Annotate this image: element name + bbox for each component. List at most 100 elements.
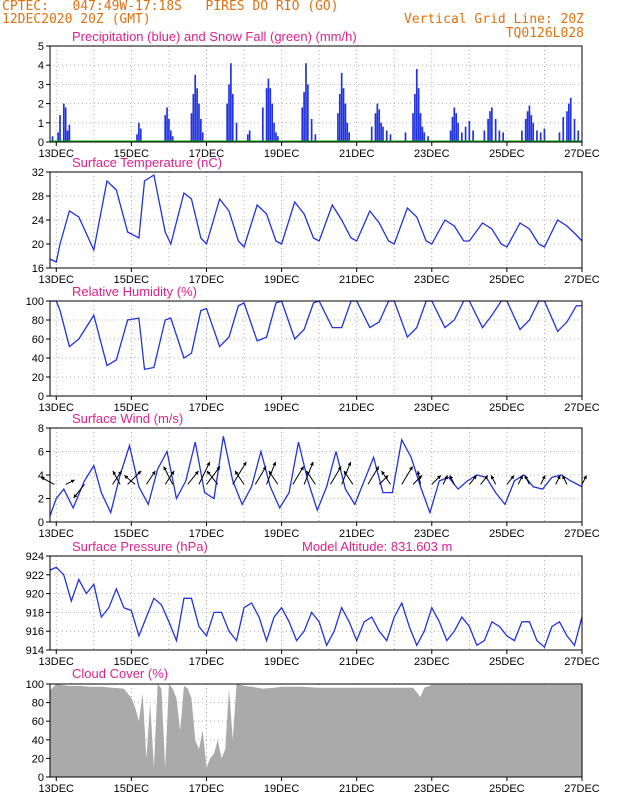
temperature-xtick-label: 21DEC [339,274,375,286]
wind-vector-head [381,470,386,475]
precip-bar [303,92,305,142]
precip-bar [168,118,170,142]
precip-bar [472,130,474,142]
cloud-xtick-label: 21DEC [339,783,375,795]
pressure-ytick-label: 920 [26,589,44,601]
pressure-line [49,566,583,649]
pressure-xtick-label: 15DEC [114,656,150,668]
precip-bar [524,118,527,142]
precip-bar [201,132,204,142]
temperature-line [49,173,583,263]
wind-vector-head [118,470,122,475]
precip-title: Precipitation (blue) and Snow Fall (gree… [72,29,357,44]
humidity-ytick-label: 20 [32,372,44,384]
temperature-xtick-label: 27DEC [564,274,600,286]
precip-bar [138,122,140,142]
pressure-title: Surface Pressure (hPa) [72,539,208,554]
precip-bar [136,134,138,142]
humidity-xtick-label: 25DEC [489,402,525,414]
precip-bar [337,113,339,142]
precip-bar [171,136,174,142]
precip-bar [62,103,65,142]
cloud-ytick-label: 20 [32,753,44,765]
temperature-title: Surface Temperature (nC) [72,155,222,170]
precip-panel: Precipitation (blue) and Snow Fall (gree… [38,29,600,160]
precip-bar [566,111,568,142]
wind-vector-head [272,461,277,466]
precip-bar [530,115,533,142]
precip-bar [502,132,504,142]
humidity-line [49,300,582,371]
precip-bar [310,118,313,142]
cloud-xtick-label: 23DEC [414,783,450,795]
precip-bar [455,113,458,142]
precip-ytick-label: 2 [38,99,44,111]
precip-bar [415,69,418,142]
precip-bar [417,88,420,142]
humidity-panel: Relative Humidity (%) 0 20 40 60 80 100 13DEC 15… [26,284,600,414]
precip-ytick-label: 5 [38,41,44,53]
precip-bar [248,130,251,142]
precip-bar [464,126,467,142]
pressure-xtick-label: 27DEC [564,656,600,668]
humidity-xtick-label: 19DEC [264,402,300,414]
precip-bar [346,122,349,142]
precip-bar [166,107,168,142]
wind-vector-head [375,466,379,471]
precip-ytick-label: 1 [38,118,44,130]
temperature-ytick-label: 24 [32,215,44,227]
precip-bar [451,117,454,142]
cloud-xtick-label: 17DEC [189,783,225,795]
pressure-xtick-label: 19DEC [264,656,300,668]
wind-vector-head [484,475,488,480]
wind-title: Surface Wind (m/s) [72,411,183,426]
cloud-xtick-label: 15DEC [114,783,150,795]
wind-vector-head [409,466,413,471]
wind-vector-head [163,466,167,471]
precip-bar [370,126,373,142]
wind-vector-head [124,475,129,480]
precip-bar [562,117,565,142]
precip-bar [374,113,377,142]
precip-bar [521,130,523,142]
precip-bar [261,107,264,142]
precip-bar [498,130,501,142]
cloud-ytick-label: 60 [32,716,44,728]
humidity-xtick-label: 21DEC [339,402,375,414]
wind-xtick-label: 13DEC [39,528,75,540]
wind-line [49,436,583,517]
precip-bar [196,88,198,142]
precip-bar [573,118,576,142]
wind-vector-head [268,470,273,475]
wind-vector-head [343,470,348,475]
wind-vector-head [556,475,561,480]
humidity-xtick-label: 27DEC [564,402,600,414]
wind-vector-head [170,470,175,475]
humidity-ytick-label: 40 [32,353,44,365]
temperature-xtick-label: 23DEC [414,274,450,286]
temperature-xtick-label: 13DEC [39,274,75,286]
precip-bar [344,103,347,142]
pressure-xtick-label: 13DEC [39,656,75,668]
precip-bar [198,103,200,142]
wind-vector-head [151,470,156,475]
wind-xtick-label: 17DEC [189,528,225,540]
precip-bar [453,107,456,142]
pressure-xtick-label: 17DEC [189,656,225,668]
temperature-xtick-label: 25DEC [489,274,525,286]
precip-bar [66,130,69,142]
precip-bar [412,113,414,142]
precip-bar [457,122,459,142]
wind-vector-head [137,470,142,475]
cloud-xtick-label: 13DEC [39,783,75,795]
precip-bar [569,97,572,142]
humidity-ytick-label: 60 [32,334,44,346]
precip-bar [59,115,61,142]
cloud-area [49,684,583,777]
precip-bar [380,122,382,142]
pressure-xtick-label: 21DEC [339,656,375,668]
wind-vector-head [262,466,267,471]
precip-xtick-label: 23DEC [414,148,450,160]
wind-vector-head [112,470,117,475]
temperature-ytick-label: 32 [32,167,44,179]
